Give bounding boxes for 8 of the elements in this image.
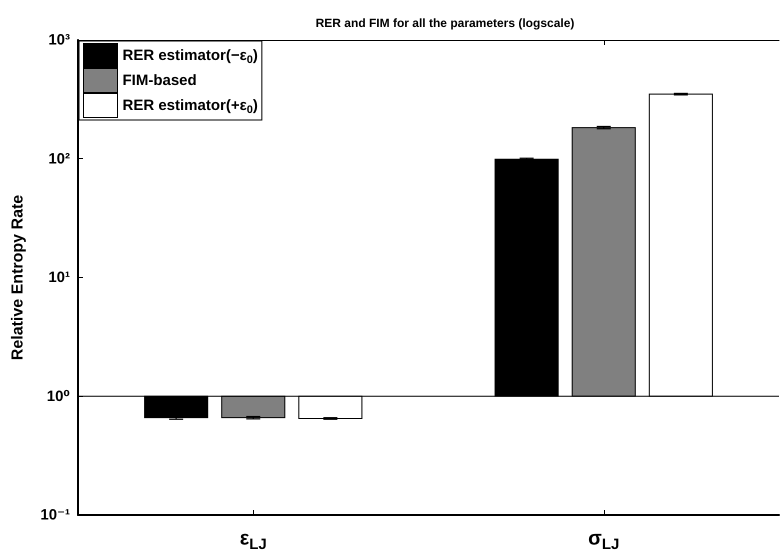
y-tick-label: 10⁻¹ xyxy=(40,506,70,524)
y-tick-label: 10¹ xyxy=(48,269,70,286)
chart-title: RER and FIM for all the parameters (logscale) xyxy=(316,16,574,30)
y-tick-label: 10³ xyxy=(48,32,70,48)
legend-label: FIM-based xyxy=(122,72,197,89)
y-tick-label: 10² xyxy=(48,150,70,168)
y-axis-title: Relative Entropy Rate xyxy=(10,194,26,360)
y-tick-label: 10⁰ xyxy=(46,388,70,405)
